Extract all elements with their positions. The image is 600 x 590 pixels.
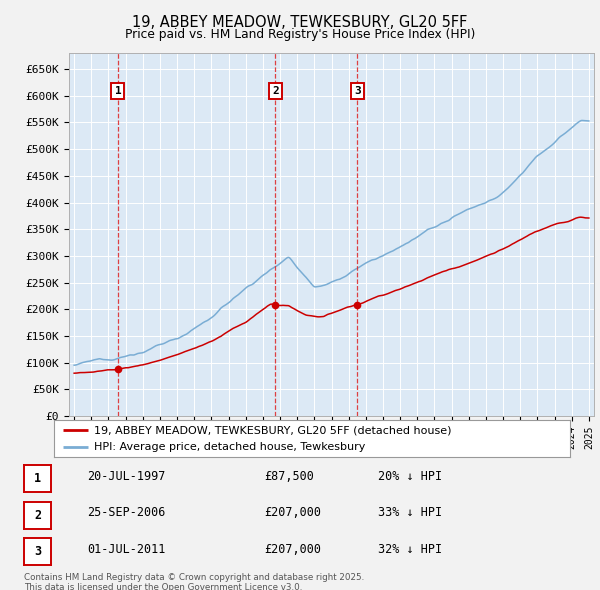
Text: HPI: Average price, detached house, Tewkesbury: HPI: Average price, detached house, Tewk… bbox=[94, 442, 365, 452]
Text: 20% ↓ HPI: 20% ↓ HPI bbox=[378, 470, 442, 483]
Text: 19, ABBEY MEADOW, TEWKESBURY, GL20 5FF (detached house): 19, ABBEY MEADOW, TEWKESBURY, GL20 5FF (… bbox=[94, 425, 452, 435]
Text: £207,000: £207,000 bbox=[264, 506, 321, 519]
Text: £87,500: £87,500 bbox=[264, 470, 314, 483]
Text: 1: 1 bbox=[34, 472, 41, 485]
Text: 20-JUL-1997: 20-JUL-1997 bbox=[87, 470, 166, 483]
Text: £207,000: £207,000 bbox=[264, 543, 321, 556]
Text: 33% ↓ HPI: 33% ↓ HPI bbox=[378, 506, 442, 519]
Text: 32% ↓ HPI: 32% ↓ HPI bbox=[378, 543, 442, 556]
Text: 3: 3 bbox=[354, 86, 361, 96]
Text: 3: 3 bbox=[34, 545, 41, 558]
Text: 1: 1 bbox=[115, 86, 121, 96]
Text: Price paid vs. HM Land Registry's House Price Index (HPI): Price paid vs. HM Land Registry's House … bbox=[125, 28, 475, 41]
Text: 2: 2 bbox=[272, 86, 279, 96]
Text: 01-JUL-2011: 01-JUL-2011 bbox=[87, 543, 166, 556]
Text: 2: 2 bbox=[34, 509, 41, 522]
Text: 25-SEP-2006: 25-SEP-2006 bbox=[87, 506, 166, 519]
Text: Contains HM Land Registry data © Crown copyright and database right 2025.
This d: Contains HM Land Registry data © Crown c… bbox=[24, 573, 364, 590]
Text: 19, ABBEY MEADOW, TEWKESBURY, GL20 5FF: 19, ABBEY MEADOW, TEWKESBURY, GL20 5FF bbox=[133, 15, 467, 30]
